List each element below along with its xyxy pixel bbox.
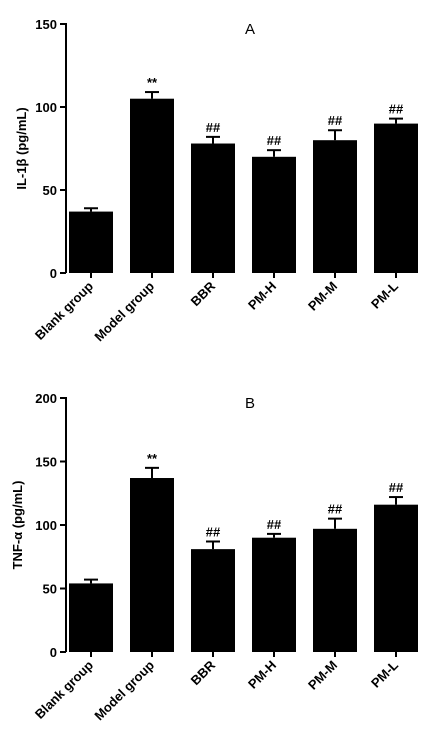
significance-label-b-4: ##	[328, 502, 343, 517]
y-tick-label-b-2: 100	[35, 518, 57, 533]
y-tick-label-a-0: 0	[50, 266, 57, 281]
x-tick-label-b-1: Model group	[91, 657, 157, 723]
significance-label-b-1: **	[147, 451, 158, 466]
bar-a-1	[130, 98, 174, 273]
x-tick-label-b-3: PM-H	[245, 658, 279, 692]
bar-a-5	[374, 123, 418, 273]
significance-label-b-3: ##	[267, 517, 282, 532]
x-tick-label-a-1: Model group	[91, 278, 157, 344]
bar-b-0	[69, 583, 113, 652]
chart-panel-a: A IL-1β (pg/mL) 0 50 100 150 Blank group ** Mode…	[14, 17, 418, 344]
x-tick-label-b-4: PM-M	[305, 658, 340, 693]
bar-b-2	[191, 549, 235, 652]
x-tick-label-a-5: PM-L	[368, 278, 401, 311]
x-tick-label-a-2: BBR	[188, 278, 219, 309]
significance-label-a-2: ##	[206, 120, 221, 135]
bar-a-2	[191, 143, 235, 273]
x-tick-label-b-0: Blank group	[32, 657, 96, 721]
bar-a-3	[252, 156, 296, 273]
significance-label-b-2: ##	[206, 525, 221, 540]
x-tick-label-b-5: PM-L	[368, 657, 401, 690]
bar-a-4	[313, 140, 357, 273]
y-tick-label-b-4: 200	[35, 391, 57, 406]
bar-b-4	[313, 528, 357, 652]
y-tick-label-a-2: 100	[35, 100, 57, 115]
x-tick-label-a-3: PM-H	[245, 279, 279, 313]
y-tick-label-b-1: 50	[43, 582, 57, 597]
significance-label-a-4: ##	[328, 113, 343, 128]
significance-label-a-3: ##	[267, 133, 282, 148]
y-axis-label-b: TNF-α (pg/mL)	[10, 481, 25, 570]
bar-a-0	[69, 211, 113, 273]
x-tick-label-b-2: BBR	[188, 657, 219, 688]
y-tick-label-b-0: 0	[50, 645, 57, 660]
chart-panel-b: B TNF-α (pg/mL) 0 50 100 150 200 Blank group ** M…	[10, 391, 418, 723]
significance-label-a-5: ##	[389, 102, 404, 117]
y-axis-label-a: IL-1β (pg/mL)	[14, 107, 29, 189]
significance-label-a-1: **	[147, 75, 158, 90]
bar-b-3	[252, 537, 296, 652]
panel-label-b: B	[245, 395, 255, 412]
bar-b-1	[130, 478, 174, 652]
y-tick-label-a-1: 50	[43, 183, 57, 198]
x-tick-label-a-0: Blank group	[32, 278, 96, 342]
significance-label-b-5: ##	[389, 480, 404, 495]
panel-label-a: A	[245, 21, 255, 38]
bar-b-5	[374, 504, 418, 652]
y-tick-label-b-3: 150	[35, 455, 57, 470]
x-tick-label-a-4: PM-M	[305, 279, 340, 314]
y-tick-label-a-3: 150	[35, 17, 57, 32]
